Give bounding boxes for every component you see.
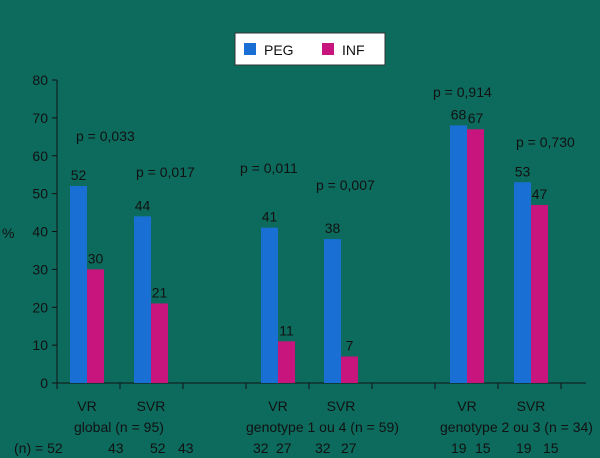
bar-peg: [450, 125, 467, 383]
n-row-value: 27: [276, 440, 292, 456]
y-tick-label: 20: [32, 299, 48, 315]
bar-value-label: 47: [532, 186, 548, 202]
y-tick-label: 10: [32, 337, 48, 353]
y-tick-label: 0: [40, 375, 48, 391]
y-tick-label: 70: [32, 110, 48, 126]
bar-inf: [531, 204, 548, 383]
bar-inf: [278, 341, 295, 383]
p-value-annotation: p = 0,007: [316, 177, 375, 193]
legend-swatch-peg: [244, 43, 256, 55]
n-row-value: 43: [178, 440, 194, 456]
bar-value-label: 7: [346, 337, 354, 353]
y-tick-label: 50: [32, 186, 48, 202]
n-row-value: 32: [315, 440, 331, 456]
p-value-annotation: p = 0,033: [76, 128, 135, 144]
bar-inf: [87, 269, 104, 383]
bar-value-label: 30: [88, 250, 104, 266]
n-row-value: 19: [516, 440, 532, 456]
bar-value-label: 38: [325, 220, 341, 236]
legend-label-peg: PEG: [264, 42, 294, 58]
n-row-value: 15: [543, 440, 559, 456]
legend-box: [234, 32, 386, 66]
bar-inf: [151, 303, 168, 383]
n-row-value: 32: [253, 440, 269, 456]
bar-value-label: 44: [135, 197, 151, 213]
bar-value-label: 41: [262, 209, 278, 225]
bar-value-label: 11: [279, 322, 294, 338]
p-value-annotation: p = 0,730: [516, 134, 575, 150]
p-value-annotation: p = 0,914: [433, 84, 492, 100]
bar-value-label: 53: [515, 163, 531, 179]
n-row-value: (n) = 52: [14, 440, 63, 456]
n-row-value: 27: [341, 440, 357, 456]
category-label: SVR: [137, 398, 166, 414]
bar-value-label: 52: [71, 167, 87, 183]
n-row-value: 15: [475, 440, 491, 456]
legend: PEG INF: [234, 32, 386, 66]
group-label: global (n = 95): [74, 419, 164, 435]
y-axis-label: %: [2, 225, 14, 241]
bar-value-label: 21: [152, 284, 168, 300]
y-tick-label: 60: [32, 148, 48, 164]
bar-value-label: 68: [451, 106, 467, 122]
category-label: SVR: [327, 398, 356, 414]
group-label: genotype 1 ou 4 (n = 59): [246, 419, 399, 435]
p-value-annotation: p = 0,017: [136, 164, 195, 180]
category-label: VR: [457, 398, 476, 414]
bar-inf: [467, 129, 484, 383]
plot-area: 0 10 20 30 40 50 60 70 80 52 30 VR 44 21 SVR 41 11 VR 38 7 S…: [32, 72, 586, 414]
n-row-value: 52: [150, 440, 166, 456]
bar-peg: [324, 239, 341, 383]
y-tick-label: 40: [32, 224, 48, 240]
legend-label-inf: INF: [342, 42, 365, 58]
bar-peg: [514, 182, 531, 383]
category-label: VR: [77, 398, 96, 414]
n-row-value: 43: [108, 440, 124, 456]
y-tick-label: 80: [32, 72, 48, 88]
group-label: genotype 2 ou 3 (n = 34): [440, 419, 593, 435]
bar-peg: [134, 216, 151, 383]
bar-peg: [70, 186, 87, 383]
bar-value-label: 67: [468, 110, 484, 126]
n-row-value: 19: [451, 440, 467, 456]
bar-inf: [341, 356, 358, 383]
bar-peg: [261, 227, 278, 383]
category-label: SVR: [517, 398, 546, 414]
legend-swatch-inf: [322, 43, 334, 55]
p-value-annotation: p = 0,011: [240, 160, 298, 176]
y-tick-label: 30: [32, 261, 48, 277]
category-label: VR: [268, 398, 287, 414]
